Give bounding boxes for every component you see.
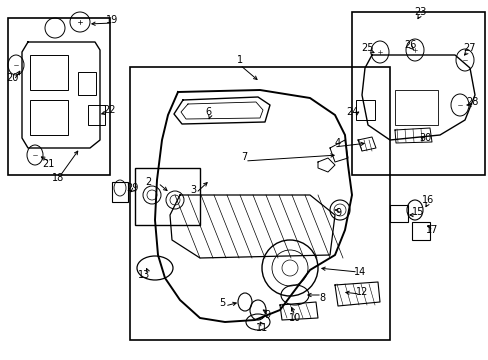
Text: 14: 14 — [353, 267, 366, 277]
Text: 19: 19 — [106, 15, 118, 25]
Text: 28: 28 — [465, 97, 477, 107]
Text: 24: 24 — [345, 107, 357, 117]
Text: 22: 22 — [103, 105, 116, 115]
Text: 16: 16 — [421, 195, 433, 205]
Text: 10: 10 — [288, 313, 301, 323]
Text: 3: 3 — [189, 185, 196, 195]
Bar — [389, 205, 407, 222]
Bar — [78, 72, 96, 95]
Text: 12: 12 — [355, 287, 367, 297]
Text: 7: 7 — [241, 152, 246, 162]
Text: 29: 29 — [125, 183, 138, 193]
Text: 23: 23 — [413, 7, 426, 17]
Bar — [8, 18, 110, 175]
Text: 9: 9 — [334, 208, 340, 218]
Text: 13: 13 — [138, 270, 150, 280]
Text: 21: 21 — [42, 159, 54, 169]
Bar — [30, 100, 68, 135]
Text: 5: 5 — [219, 298, 224, 308]
Text: 1: 1 — [237, 55, 243, 65]
Text: 20: 20 — [6, 73, 18, 83]
Text: 15: 15 — [411, 207, 423, 217]
Text: 8: 8 — [318, 293, 325, 303]
Bar — [355, 100, 374, 120]
Text: 2: 2 — [144, 177, 151, 187]
Text: 11: 11 — [255, 323, 267, 333]
Text: 9: 9 — [264, 310, 269, 320]
Text: 25: 25 — [361, 43, 373, 53]
Text: 4: 4 — [334, 138, 340, 148]
Bar — [130, 67, 389, 340]
Text: 26: 26 — [403, 40, 415, 50]
Text: 6: 6 — [204, 107, 211, 117]
Bar — [411, 222, 429, 240]
Bar — [351, 12, 484, 175]
Text: 17: 17 — [425, 225, 437, 235]
Bar — [112, 182, 128, 202]
Bar — [135, 168, 200, 225]
Text: 27: 27 — [463, 43, 475, 53]
Bar — [30, 55, 68, 90]
Bar — [394, 90, 437, 125]
Bar — [88, 105, 105, 125]
Text: 18: 18 — [52, 173, 64, 183]
Text: 30: 30 — [418, 133, 430, 143]
